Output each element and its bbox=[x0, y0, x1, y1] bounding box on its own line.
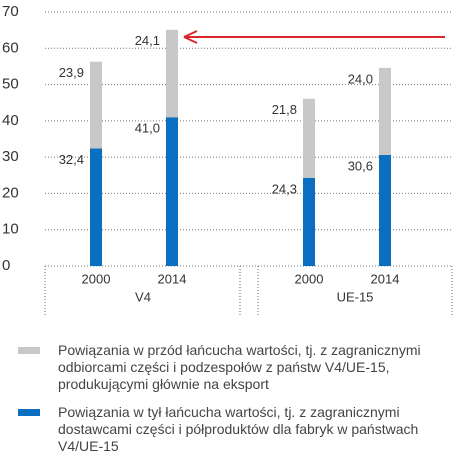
bar-segment bbox=[303, 177, 315, 266]
legend-swatch bbox=[18, 347, 40, 354]
legend-entry: Powiązania w przód łańcucha wartości, tj… bbox=[18, 342, 448, 393]
y-tick-label: 30 bbox=[2, 148, 19, 165]
legend-entry: Powiązania w tył łańcucha wartości, tj. … bbox=[18, 404, 448, 455]
bar-segment bbox=[379, 154, 391, 266]
value-label: 24,1 bbox=[135, 33, 160, 48]
value-label: 30,6 bbox=[348, 158, 373, 173]
legend-label: Powiązania w tył łańcucha wartości, tj. … bbox=[58, 404, 419, 454]
value-label: 23,9 bbox=[59, 65, 84, 80]
x-tick-label: 2014 bbox=[158, 271, 187, 286]
bar-segment bbox=[166, 29, 178, 118]
y-tick-label: 10 bbox=[2, 221, 19, 238]
bar-segment bbox=[90, 61, 102, 149]
y-tick-label: 20 bbox=[2, 184, 19, 201]
y-tick-label: 50 bbox=[2, 76, 19, 93]
bar-segment bbox=[166, 117, 178, 266]
x-tick-label: 2000 bbox=[82, 271, 111, 286]
arrow bbox=[183, 30, 445, 44]
value-label: 41,0 bbox=[135, 121, 160, 136]
y-tick-label: 70 bbox=[2, 3, 19, 20]
group-label: UE-15 bbox=[337, 289, 374, 304]
legend-label: Powiązania w przód łańcucha wartości, tj… bbox=[58, 342, 421, 392]
bar-segment bbox=[303, 98, 315, 178]
value-label: 24,0 bbox=[348, 71, 373, 86]
value-label: 32,4 bbox=[59, 152, 84, 167]
group-label: V4 bbox=[135, 289, 151, 304]
value-label: 21,8 bbox=[272, 102, 297, 117]
y-tick-label: 0 bbox=[2, 257, 10, 274]
value-label: 24,3 bbox=[272, 181, 297, 196]
bar-segment bbox=[379, 67, 391, 155]
y-tick-label: 40 bbox=[2, 112, 19, 129]
legend-swatch bbox=[18, 409, 40, 416]
chart: 0 10 20 30 40 50 60 70 V4 UE-15 2000 32,4 23,9 2014 41… bbox=[2, 3, 453, 316]
x-tick-label: 2014 bbox=[371, 271, 400, 286]
bar-segment bbox=[90, 148, 102, 266]
x-tick-label: 2000 bbox=[295, 271, 324, 286]
y-tick-label: 60 bbox=[2, 39, 19, 56]
